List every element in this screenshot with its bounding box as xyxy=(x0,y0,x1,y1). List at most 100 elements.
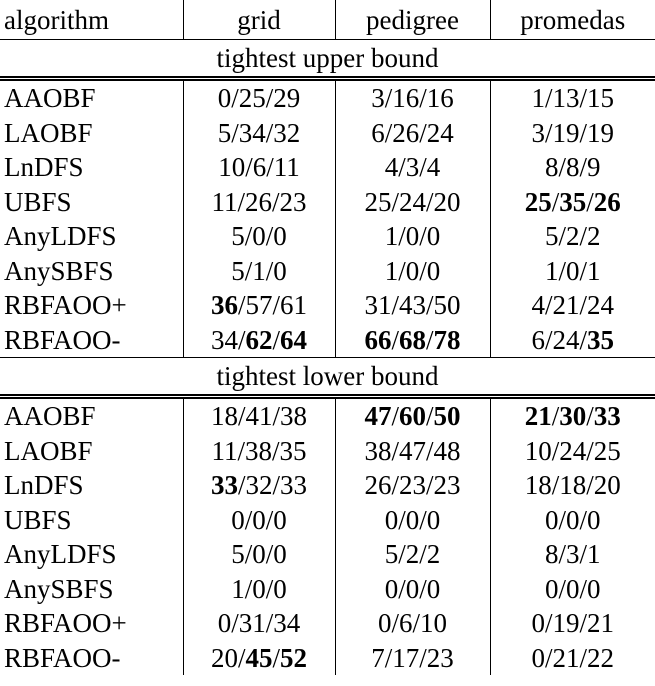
value: 0 xyxy=(587,573,601,604)
value: 10 xyxy=(524,435,552,466)
value: 21 xyxy=(552,290,580,321)
value: 19 xyxy=(587,117,615,148)
value: 10 xyxy=(218,152,246,183)
value-cell: 0/31/34 xyxy=(182,606,335,641)
value: 0 xyxy=(426,221,441,252)
value-cell: 66/68/78 xyxy=(334,322,490,358)
table-row: LnDFS 33/32/33 26/23/23 18/18/20 xyxy=(0,468,655,503)
table-row: RBFAOO+ 0/31/34 0/6/10 0/19/21 xyxy=(0,606,655,641)
value: 13 xyxy=(552,83,580,114)
algorithm-cell: LnDFS xyxy=(4,470,84,501)
value: 33 xyxy=(280,470,308,501)
value: 1 xyxy=(544,255,559,286)
value: 21 xyxy=(587,608,615,639)
best-value: 47 xyxy=(364,401,392,432)
value: 0 xyxy=(252,221,266,252)
header-promedas: promedas xyxy=(489,0,655,40)
value-cell: 1/0/1 xyxy=(489,253,655,288)
value: 0 xyxy=(217,608,232,639)
value: 0 xyxy=(273,255,287,286)
best-value: 33 xyxy=(210,470,238,501)
value: 24 xyxy=(587,290,615,321)
value-cell: 31/43/50 xyxy=(334,288,490,323)
value: 2 xyxy=(426,539,441,570)
value-cell: 1/0/0 xyxy=(334,253,490,288)
value: 1 xyxy=(384,221,399,252)
table-row: RBFAOO- 34/62/64 66/68/78 6/24/35 xyxy=(0,322,655,358)
algorithm-cell: LnDFS xyxy=(4,152,84,183)
value: 25 xyxy=(593,435,621,466)
table-row: UBFS 0/0/0 0/0/0 0/0/0 xyxy=(0,502,655,537)
value: 0 xyxy=(405,255,420,286)
value: 0 xyxy=(426,504,441,535)
algorithm-cell: UBFS xyxy=(4,504,72,535)
algorithm-cell: RBFAOO+ xyxy=(4,290,127,321)
value: 0 xyxy=(531,642,545,673)
value-cell: 11/26/23 xyxy=(182,184,335,219)
value-cell: 34/62/64 xyxy=(182,322,335,358)
value: 11 xyxy=(273,152,300,183)
value-cell: 47/60/50 xyxy=(334,396,490,434)
value: 35 xyxy=(279,435,307,466)
value: 23 xyxy=(426,642,454,673)
value: 25 xyxy=(364,186,392,217)
best-value: 66 xyxy=(364,324,392,355)
value: 26 xyxy=(392,117,420,148)
algorithm-cell: AnySBFS xyxy=(4,255,114,286)
value: 38 xyxy=(364,435,392,466)
value-cell: 6/24/35 xyxy=(489,322,655,358)
value: 0 xyxy=(273,221,287,252)
value: 1 xyxy=(231,573,245,604)
value: 34 xyxy=(238,117,266,148)
table-row: RBFAOO+ 36/57/61 31/43/50 4/21/24 xyxy=(0,288,655,323)
value: 5 xyxy=(231,221,245,252)
value-cell: 5/0/0 xyxy=(182,537,335,572)
value: 18 xyxy=(559,470,587,501)
value: 18 xyxy=(524,470,552,501)
value: 38 xyxy=(280,401,308,432)
value: 6 xyxy=(252,152,267,183)
best-value: 62 xyxy=(245,324,273,355)
value: 50 xyxy=(433,290,461,321)
table-row: AnyLDFS 5/0/0 5/2/2 8/3/1 xyxy=(0,537,655,572)
value: 20 xyxy=(433,186,461,217)
best-value: 26 xyxy=(593,186,621,217)
value-cell: 1/0/0 xyxy=(334,219,490,254)
value: 32 xyxy=(273,117,301,148)
value-cell: 0/6/10 xyxy=(334,606,490,641)
value-cell: 8/3/1 xyxy=(489,537,655,572)
value: 25 xyxy=(238,83,266,114)
value: 0 xyxy=(544,504,559,535)
value: 47 xyxy=(399,435,426,466)
best-value: 68 xyxy=(399,324,426,355)
value: 2 xyxy=(566,221,580,252)
best-value: 30 xyxy=(559,401,587,432)
value: 5 xyxy=(231,255,245,286)
value-cell: 4/3/4 xyxy=(334,150,490,185)
value: 0 xyxy=(273,573,287,604)
value: 8 xyxy=(544,152,559,183)
value: 16 xyxy=(426,83,454,114)
value: 20 xyxy=(210,642,238,673)
value: 0 xyxy=(531,608,545,639)
table-row: AAOBF 18/41/38 47/60/50 21/30/33 xyxy=(0,396,655,434)
value: 0 xyxy=(384,573,399,604)
best-value: 35 xyxy=(587,324,615,355)
value-cell: 38/47/48 xyxy=(334,433,490,468)
table-row: LnDFS 10/6/11 4/3/4 8/8/9 xyxy=(0,150,655,185)
value-cell: 0/0/0 xyxy=(489,502,655,537)
value: 3 xyxy=(405,152,420,183)
value: 20 xyxy=(593,470,621,501)
value: 0 xyxy=(426,255,441,286)
value: 7 xyxy=(371,642,385,673)
table-row: AnySBFS 5/1/0 1/0/0 1/0/1 xyxy=(0,253,655,288)
value: 0 xyxy=(273,504,287,535)
value: 0 xyxy=(566,255,580,286)
value-cell: 1/13/15 xyxy=(489,78,655,116)
value: 2 xyxy=(587,221,601,252)
algorithm-cell: AAOBF xyxy=(4,83,96,114)
value: 1 xyxy=(252,255,266,286)
value-cell: 26/23/23 xyxy=(334,468,490,503)
value-cell: 8/8/9 xyxy=(489,150,655,185)
